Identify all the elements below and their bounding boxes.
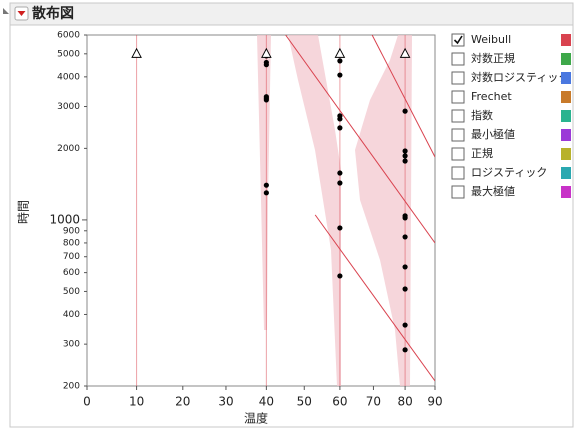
x-tick-label: 10 bbox=[129, 395, 144, 409]
legend-label: Frechet bbox=[471, 90, 512, 103]
legend-checkbox[interactable] bbox=[451, 185, 465, 199]
legend-label: Weibull bbox=[471, 33, 511, 46]
x-tick-label: 80 bbox=[397, 395, 412, 409]
point bbox=[337, 273, 343, 279]
legend-swatch[interactable] bbox=[561, 34, 571, 46]
legend-label: ロジスティック bbox=[471, 166, 547, 179]
band bbox=[257, 35, 271, 330]
point bbox=[402, 286, 408, 292]
legend-swatch[interactable] bbox=[561, 129, 571, 141]
legend-swatch[interactable] bbox=[561, 167, 571, 179]
y-tick-label: 4000 bbox=[57, 72, 80, 82]
x-tick-label: 70 bbox=[366, 395, 381, 409]
point bbox=[263, 97, 269, 103]
legend-checkbox[interactable] bbox=[451, 109, 465, 123]
censored-point bbox=[334, 47, 346, 58]
point bbox=[337, 116, 343, 122]
point bbox=[337, 180, 343, 186]
fit-line bbox=[314, 214, 435, 382]
point bbox=[337, 58, 343, 64]
legend-swatch[interactable] bbox=[561, 91, 571, 103]
legend-checkbox[interactable] bbox=[451, 90, 465, 104]
y-tick-label: 2000 bbox=[57, 144, 80, 154]
y-tick-label: 3000 bbox=[57, 102, 80, 112]
x-tick-label: 40 bbox=[259, 395, 274, 409]
y-tick-label: 400 bbox=[63, 310, 80, 320]
x-tick-label: 90 bbox=[427, 395, 442, 409]
confidence-bands bbox=[257, 35, 412, 386]
x-tick-label: 50 bbox=[297, 395, 312, 409]
checkmark bbox=[453, 35, 463, 45]
legend-checkbox[interactable] bbox=[451, 166, 465, 180]
point bbox=[263, 190, 269, 196]
point bbox=[337, 225, 343, 231]
legend-swatch[interactable] bbox=[561, 148, 571, 160]
legend-label: 指数 bbox=[471, 108, 493, 122]
legend-checkbox[interactable] bbox=[451, 128, 465, 142]
legend-swatch[interactable] bbox=[561, 186, 571, 198]
point bbox=[402, 347, 408, 353]
legend-label: 正規 bbox=[471, 146, 493, 160]
y-tick-label: 900 bbox=[63, 226, 80, 236]
collapse-icon[interactable] bbox=[3, 8, 9, 14]
point bbox=[402, 153, 408, 159]
y-tick-label: 300 bbox=[63, 340, 80, 350]
point bbox=[337, 72, 343, 78]
y-tick-label: 600 bbox=[63, 268, 80, 278]
panel-title: 散布図 bbox=[32, 5, 74, 22]
point bbox=[337, 170, 343, 176]
x-tick-label: 0 bbox=[83, 395, 91, 409]
x-tick-label: 60 bbox=[332, 395, 347, 409]
y-axis-label: 時間 bbox=[17, 200, 31, 224]
legend-swatch[interactable] bbox=[561, 110, 571, 122]
y-tick-label: 200 bbox=[63, 382, 80, 392]
point bbox=[402, 215, 408, 221]
y-tick-label: 6000 bbox=[57, 31, 80, 41]
point bbox=[263, 182, 269, 188]
legend-label: 対数正規 bbox=[471, 51, 515, 65]
y-tick-label: 5000 bbox=[57, 49, 80, 59]
censored-point bbox=[261, 47, 272, 58]
legend-checkbox[interactable] bbox=[451, 147, 465, 161]
point bbox=[402, 158, 408, 164]
x-tick-label: 20 bbox=[175, 395, 190, 409]
x-tick-label: 30 bbox=[218, 395, 233, 409]
point bbox=[337, 125, 343, 131]
x-axis-label: 温度 bbox=[244, 411, 268, 426]
menu-icon bbox=[17, 11, 26, 16]
y-tick-label: 700 bbox=[63, 252, 80, 262]
y-tick-label: 800 bbox=[63, 238, 80, 248]
y-tick-label: 500 bbox=[63, 287, 80, 297]
censored-point bbox=[131, 47, 142, 58]
legend-swatch[interactable] bbox=[561, 72, 571, 84]
legend-swatch[interactable] bbox=[561, 53, 571, 65]
point bbox=[402, 234, 408, 240]
point bbox=[402, 148, 408, 154]
band bbox=[355, 35, 412, 386]
legend-checkbox[interactable] bbox=[451, 71, 465, 85]
legend-checkbox[interactable] bbox=[451, 33, 465, 47]
legend-checkbox[interactable] bbox=[451, 52, 465, 66]
panel-header bbox=[9, 2, 574, 26]
point bbox=[263, 62, 269, 68]
fit-line bbox=[371, 35, 435, 158]
legend-label: 最小極値 bbox=[471, 127, 515, 141]
band bbox=[288, 35, 341, 386]
point bbox=[402, 264, 408, 270]
legend-label: 最大極値 bbox=[471, 184, 515, 198]
fit-line bbox=[285, 35, 435, 244]
y-tick-label: 1000 bbox=[49, 212, 80, 226]
point bbox=[402, 322, 408, 328]
legend-label: 対数ロジスティック bbox=[471, 70, 569, 84]
censored-point bbox=[399, 47, 411, 58]
point bbox=[402, 108, 408, 114]
